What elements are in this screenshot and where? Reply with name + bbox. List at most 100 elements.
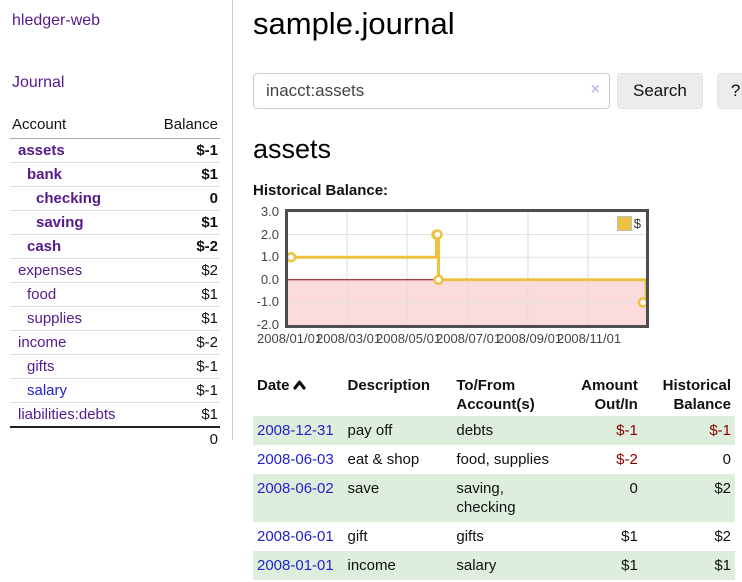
register-date-link[interactable]: 2008-06-01 bbox=[257, 528, 334, 545]
chart-plot-area: $ bbox=[285, 209, 649, 328]
account-name-cell: income bbox=[10, 330, 147, 355]
register-balance: $2 bbox=[714, 528, 731, 545]
date-header-label: Date bbox=[257, 377, 290, 394]
register-date-cell: 2008-06-03 bbox=[253, 445, 344, 474]
search-form: × Search ? bbox=[253, 73, 742, 109]
help-button[interactable]: ? bbox=[716, 73, 742, 109]
register-row: 2008-06-01 gift gifts $1 $2 bbox=[253, 522, 735, 551]
account-link[interactable]: food bbox=[27, 286, 57, 303]
register-date-link[interactable]: 2008-06-03 bbox=[257, 451, 334, 468]
account-link[interactable]: gifts bbox=[27, 358, 55, 375]
account-name-cell: checking bbox=[10, 186, 147, 211]
register-description: save bbox=[347, 480, 380, 497]
account-link[interactable]: bank bbox=[27, 166, 63, 183]
register-description: income bbox=[347, 557, 396, 574]
account-name-cell: cash bbox=[10, 234, 147, 259]
register-description: gift bbox=[347, 528, 368, 545]
account-name-cell: food bbox=[10, 282, 147, 307]
x-axis-tick: 2008/11/01 bbox=[556, 331, 622, 346]
register-date-link[interactable]: 2008-12-31 bbox=[257, 422, 334, 439]
journal-link[interactable]: Journal bbox=[12, 74, 65, 91]
account-link[interactable]: liabilities:debts bbox=[18, 406, 116, 423]
account-name-cell: assets bbox=[10, 138, 147, 163]
account-name-cell: gifts bbox=[10, 354, 147, 379]
account-column-header: Account bbox=[10, 113, 147, 139]
account-link[interactable]: checking bbox=[36, 190, 102, 207]
account-balance: $-1 bbox=[146, 354, 220, 379]
account-link[interactable]: assets bbox=[18, 142, 65, 159]
account-balance: $1 bbox=[146, 210, 220, 235]
legend-swatch-icon bbox=[616, 216, 632, 231]
register-balance: 0 bbox=[722, 451, 731, 468]
page-title: sample.journal bbox=[253, 6, 455, 41]
account-link[interactable]: supplies bbox=[27, 310, 83, 327]
chart-legend: $ bbox=[616, 216, 641, 231]
register-date-link[interactable]: 2008-01-01 bbox=[257, 557, 334, 574]
x-axis-tick: 2008/05/01 bbox=[376, 331, 442, 346]
register-date-cell: 2008-01-01 bbox=[253, 551, 344, 580]
account-balance: $-1 bbox=[146, 138, 220, 163]
account-link[interactable]: salary bbox=[27, 382, 68, 399]
accounts-body: assets $-1 bank $1 checking 0 saving $1 cash $-2 e… bbox=[10, 138, 220, 428]
accounts-total-value: 0 bbox=[146, 426, 220, 451]
account-link[interactable]: cash bbox=[27, 238, 62, 255]
account-heading: assets bbox=[253, 134, 332, 164]
register-date-cell: 2008-06-02 bbox=[253, 474, 344, 522]
clear-search-icon[interactable]: × bbox=[590, 81, 600, 98]
x-axis-tick: 2008/01/01 bbox=[257, 331, 323, 346]
register-amount: $1 bbox=[621, 557, 638, 574]
register-row: 2008-12-31 pay off debts $-1 $-1 bbox=[253, 416, 735, 445]
account-balance: $-1 bbox=[146, 378, 220, 403]
register-accounts: debts bbox=[456, 422, 494, 439]
account-link[interactable]: saving bbox=[36, 214, 84, 231]
search-input[interactable] bbox=[253, 73, 610, 109]
account-link[interactable]: income bbox=[18, 334, 67, 351]
account-row: saving $1 bbox=[10, 210, 220, 235]
register-date-link[interactable]: 2008-06-02 bbox=[257, 480, 334, 497]
account-balance: $1 bbox=[146, 306, 220, 331]
register-accounts: saving, checking bbox=[456, 480, 516, 516]
accounts-table: Account Balance assets $-1 bank $1 checking 0… bbox=[10, 113, 220, 451]
register-balance: $-1 bbox=[709, 422, 731, 439]
register-date-cell: 2008-12-31 bbox=[253, 416, 344, 445]
account-balance: $-2 bbox=[146, 234, 220, 259]
account-row: income $-2 bbox=[10, 330, 220, 355]
account-name-cell: saving bbox=[10, 210, 147, 235]
register-header-amount: Amount Out/In bbox=[581, 377, 638, 413]
register-header-balance: Historical Balance bbox=[662, 377, 731, 413]
account-link[interactable]: expenses bbox=[18, 262, 83, 279]
register-description: pay off bbox=[347, 422, 393, 439]
register-accounts: salary bbox=[456, 557, 497, 574]
register-amount: $-1 bbox=[616, 422, 638, 439]
search-button[interactable]: Search bbox=[617, 73, 703, 109]
account-name-cell: supplies bbox=[10, 306, 147, 331]
balance-column-header: Balance bbox=[146, 113, 220, 139]
account-name-cell: expenses bbox=[10, 258, 147, 283]
account-name-cell: bank bbox=[10, 162, 147, 187]
legend-label: $ bbox=[633, 216, 641, 231]
account-name-cell: salary bbox=[10, 378, 147, 403]
register-header-date[interactable]: Date bbox=[253, 374, 344, 416]
sidebar: hledger-web Journal Account Balance asse… bbox=[0, 0, 233, 451]
x-axis-tick: 2008/09/01 bbox=[496, 331, 563, 346]
main-content: sample.journal × Search ? assets Histori… bbox=[233, 0, 742, 580]
account-balance: 0 bbox=[146, 186, 220, 211]
register-balance: $2 bbox=[714, 480, 731, 497]
account-name-cell: liabilities:debts bbox=[10, 402, 147, 428]
accounts-total-row: 0 bbox=[10, 426, 220, 451]
register-row: 2008-06-03 eat & shop food, supplies $-2 0 bbox=[253, 445, 735, 474]
register-balance: $1 bbox=[714, 557, 731, 574]
register-accounts: food, supplies bbox=[456, 451, 549, 468]
account-row: expenses $2 bbox=[10, 258, 220, 283]
account-row: bank $1 bbox=[10, 162, 220, 187]
account-balance: $1 bbox=[146, 282, 220, 307]
account-balance: $1 bbox=[146, 402, 220, 428]
account-row: food $1 bbox=[10, 282, 220, 307]
account-row: supplies $1 bbox=[10, 306, 220, 331]
y-axis-tick: 1.0 bbox=[260, 249, 279, 265]
sort-asc-icon bbox=[292, 376, 306, 395]
brand-link[interactable]: hledger-web bbox=[12, 12, 101, 29]
register-table: Date Description To/From Account(s) Amou… bbox=[253, 374, 735, 580]
balance-chart-svg bbox=[285, 212, 649, 325]
